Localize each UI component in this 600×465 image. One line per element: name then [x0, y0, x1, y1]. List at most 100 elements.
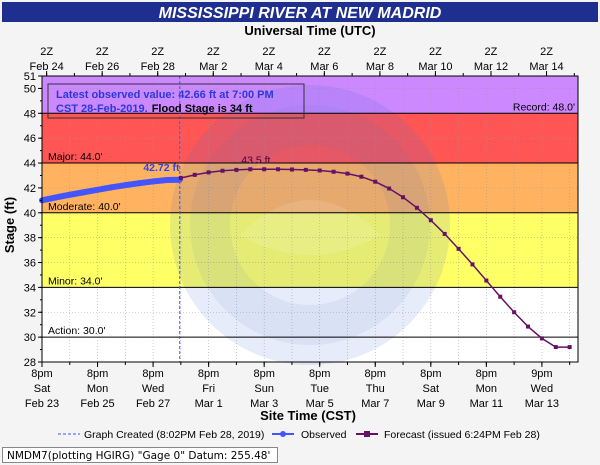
x-tick-label: Fri: [202, 383, 215, 395]
title-bar: [2, 2, 598, 22]
band-below-action: [42, 337, 578, 362]
forecast-point: [442, 231, 447, 236]
observed-point: [150, 178, 157, 185]
x-tick-label: Mar 9: [417, 398, 445, 410]
watermark-circle: [170, 85, 450, 365]
forecast-point: [498, 294, 503, 299]
x-tick-label: 8pm: [365, 368, 386, 380]
forecast-point: [317, 168, 322, 173]
forecast-point: [401, 195, 406, 200]
category-label-major: Major: 44.0': [48, 151, 103, 163]
top-tick-label: 2Z: [318, 46, 331, 58]
chart-title: MISSISSIPPI RIVER AT NEW MADRID: [159, 5, 442, 22]
observed-point: [163, 176, 170, 183]
x-tick-label: Mar 11: [470, 398, 503, 410]
x-tick-label: Thu: [366, 383, 385, 395]
top-tick-label: 2Z: [96, 46, 109, 58]
x-tick-label: 8pm: [476, 368, 497, 380]
category-label-action: Action: 30.0': [48, 325, 105, 337]
forecast-point: [526, 324, 531, 329]
info-line-2-black: Flood Stage is 34 ft: [152, 103, 253, 115]
observed-point: [94, 186, 101, 193]
forecast-point: [289, 167, 294, 172]
y-tick-label: 32: [24, 307, 36, 319]
top-tick-label: 2Z: [485, 46, 498, 58]
y-tick-label: 42: [24, 183, 36, 195]
x-axis-title: Site Time (CST): [260, 408, 356, 423]
forecast-point: [248, 167, 253, 172]
x-tick-label: 8pm: [142, 368, 163, 380]
legend: Graph Created (8:02PM Feb 28, 2019) Obse…: [58, 429, 540, 441]
flood-category-lines: Record: 48.0' Major: 44.0' Moderate: 40.0'…: [42, 101, 578, 338]
top-tick-label: Feb 24: [30, 61, 64, 73]
x-tick-label: Mar 3: [250, 398, 278, 410]
category-label-record: Record: 48.0': [513, 101, 575, 113]
top-tick-label: Mar 4: [255, 61, 283, 73]
plot-frame: [41, 75, 579, 363]
x-tick-label: Mar 5: [306, 398, 334, 410]
forecast-point: [553, 345, 558, 350]
observed-point: [52, 194, 59, 201]
forecast-point: [276, 167, 281, 172]
x-tick-label: 8pm: [31, 368, 52, 380]
x-tick-label: Wed: [531, 383, 553, 395]
x-tick-label: Mon: [476, 383, 497, 395]
y-tick-label: 46: [24, 133, 36, 145]
series-layer: 42.72 ft 43.5 ft: [39, 76, 572, 362]
top-tick-label: Feb 28: [141, 61, 175, 73]
info-box: [47, 83, 305, 119]
top-tick-label: Mar 12: [474, 61, 508, 73]
legend-observed: Observed: [301, 429, 347, 441]
top-tick-label: Feb 26: [85, 61, 119, 73]
top-tick-label: Mar 2: [199, 61, 227, 73]
forecast-point: [414, 205, 419, 210]
forecast-point: [234, 167, 239, 172]
x-tick-label: 8pm: [309, 368, 330, 380]
legend-forecast: Forecast (issued 6:24PM Feb 28): [384, 429, 540, 441]
top-tick-label: Mar 8: [366, 61, 394, 73]
legend-observed-marker: [280, 431, 286, 437]
observed-point: [108, 184, 115, 191]
gauge-info-box: NMDM7(plotting HGIRG) "Gage 0" Datum: 25…: [2, 447, 278, 463]
x-tick-label: 8pm: [87, 368, 108, 380]
info-line-2-blue: CST 28-Feb-2019.: [56, 103, 148, 115]
x-tick-label: Wed: [142, 383, 164, 395]
info-line-1: Latest observed value: 42.66 ft at 7:00 …: [56, 89, 274, 101]
x-tick-label: Mar 1: [195, 398, 223, 410]
forecast-point: [428, 218, 433, 223]
y-tick-label: 34: [24, 282, 36, 294]
watermark-ring: [190, 105, 430, 345]
top-tick-label: 2Z: [151, 46, 164, 58]
x-tick-label: Mon: [87, 383, 108, 395]
forecast-peak-label: 43.5 ft: [241, 154, 270, 166]
x-tick-label: Sat: [34, 383, 51, 395]
x-tick-label: Mar 7: [361, 398, 389, 410]
observed-point: [136, 180, 143, 187]
forecast-point: [192, 172, 197, 177]
x-tick-label: Sun: [254, 383, 274, 395]
forecast-point: [470, 262, 475, 267]
forecast-point: [345, 171, 350, 176]
forecast-point: [512, 310, 517, 315]
legend-forecast-marker: [364, 431, 370, 437]
x-tick-label: Feb 23: [25, 398, 59, 410]
top-tick-label: Mar 6: [310, 61, 338, 73]
flood-category-bands: [42, 76, 578, 362]
top-axis-title: Universal Time (UTC): [244, 23, 375, 38]
y-tick-label: 28: [24, 357, 36, 369]
y-tick-label: 50: [24, 83, 36, 95]
band-minor: [42, 212, 578, 288]
y-axis-title: Stage (ft): [2, 197, 17, 253]
top-tick-label: 2Z: [540, 46, 553, 58]
forecast-point: [484, 278, 489, 283]
x-tick-label: Sat: [423, 383, 440, 395]
forecast-point: [206, 170, 211, 175]
forecast-point: [373, 179, 378, 184]
forecast-point: [359, 174, 364, 179]
observed-peak-label: 42.72 ft: [143, 162, 180, 174]
x-tick-label: Mar 13: [525, 398, 559, 410]
y-tick-label: 51: [24, 71, 36, 83]
forecast-point: [456, 246, 461, 251]
